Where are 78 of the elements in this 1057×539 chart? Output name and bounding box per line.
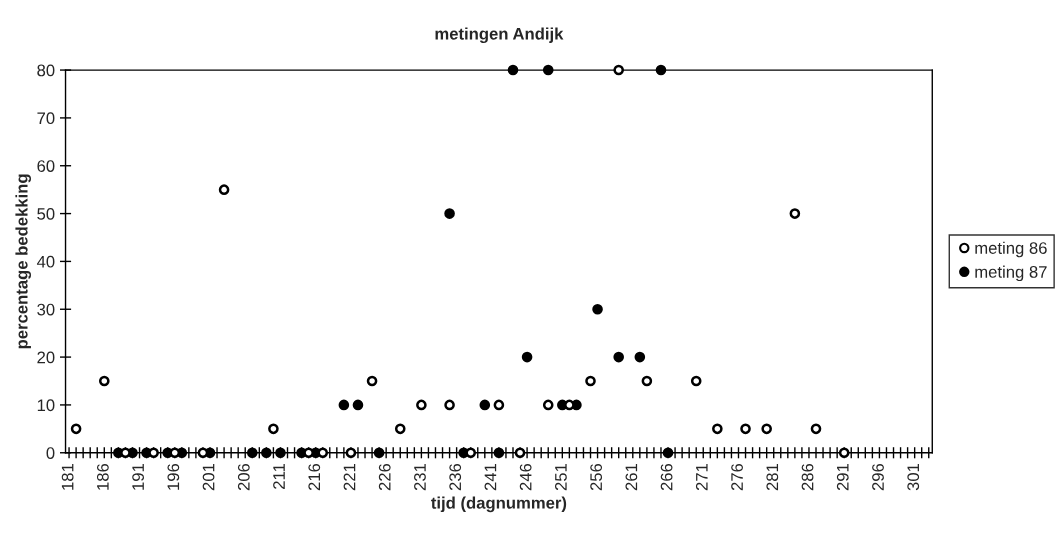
point [641,375,653,387]
point [345,447,357,459]
x-tick-label: 211 [273,463,285,489]
point [493,399,505,411]
point [70,423,82,435]
point [261,447,272,459]
x-tick-label: 246 [519,463,532,491]
point [789,208,801,219]
x-tick-label: 241 [484,463,497,491]
point [366,375,378,387]
x-tick-label: 181 [61,463,74,490]
point [493,447,505,459]
x-tick-label: 286 [801,463,814,491]
x-tick-label: 236 [449,463,462,491]
x-tick-label: 216 [308,463,321,491]
legend-label: meting 86 [975,241,1047,258]
y-tick-label: 50 [37,207,55,220]
point [98,375,110,387]
y-tick-label: 0 [46,447,55,459]
point [521,351,533,363]
point [479,399,491,411]
x-tick-label: 266 [660,463,673,491]
legend-label: meting 87 [975,265,1047,282]
point [514,447,526,459]
point [338,399,350,411]
point [712,423,723,435]
point [690,375,702,387]
x-tick-label: 196 [167,463,180,490]
y-axis-title: percentage bedekking [15,174,32,349]
chart-title: metingen Andijk [435,27,564,44]
point [662,447,674,459]
point [268,423,279,435]
x-tick-label: 281 [766,463,779,491]
y-tick-label: 70 [37,112,55,125]
x-tick-label: 261 [625,463,638,491]
x-axis-title: tijd (dagnummer) [431,496,567,513]
point [394,423,406,435]
point [444,208,455,219]
point [585,375,596,387]
x-tick-label: 201 [202,463,215,491]
x-tick-label: 271 [695,463,708,491]
point [810,423,822,435]
y-tick-label: 40 [36,255,55,268]
point [416,399,427,411]
point [838,447,850,459]
x-tick-label: 221 [343,463,356,491]
x-tick-label: 301 [907,463,920,491]
x-tick-label: 296 [872,463,884,491]
point [352,399,364,411]
point [634,351,646,363]
point [592,303,603,315]
point [444,399,455,411]
y-tick-label: 20 [37,351,55,364]
point [761,423,772,435]
x-tick-label: 186 [96,463,109,490]
y-tick-label: 10 [37,399,55,412]
point [218,184,230,195]
x-tick-label: 256 [590,463,603,491]
x-tick-label: 276 [731,463,743,491]
y-tick-label: 60 [37,160,55,172]
y-tick-label: 80 [37,64,55,77]
x-tick-label: 191 [132,463,144,490]
point [542,64,554,76]
x-tick-label: 206 [237,463,250,491]
point [740,423,751,435]
y-tick-label: 30 [37,303,55,316]
point [373,447,385,459]
point [507,64,519,76]
point [655,64,667,76]
point [246,447,258,459]
point [613,351,624,363]
x-tick-label: 291 [836,463,849,491]
x-tick-label: 231 [414,463,426,491]
point [275,447,286,459]
point [542,399,554,411]
x-tick-label: 226 [378,463,391,491]
point [613,64,624,76]
x-tick-label: 251 [555,463,567,491]
